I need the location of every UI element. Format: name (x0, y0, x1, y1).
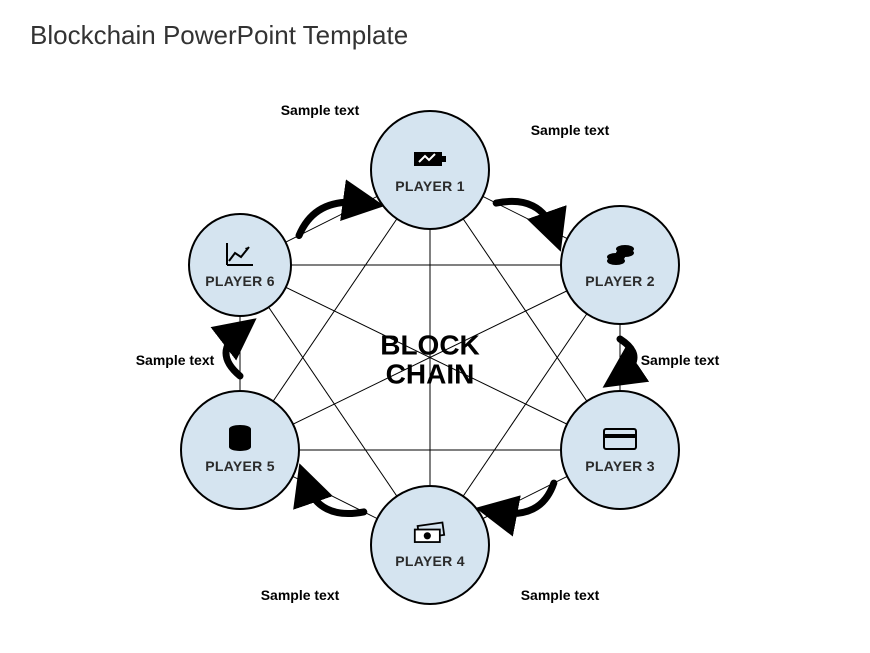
node-p2: PLAYER 2 (560, 205, 680, 325)
center-line2: CHAIN (386, 359, 475, 390)
node-p3: PLAYER 3 (560, 390, 680, 510)
annotation: Sample text (261, 587, 340, 603)
node-label: PLAYER 2 (585, 273, 655, 289)
node-p4: PLAYER 4 (370, 485, 490, 605)
database-icon (223, 426, 257, 452)
node-label: PLAYER 6 (205, 273, 275, 289)
slide-canvas: Blockchain PowerPoint Template BLOCK CHA… (0, 0, 870, 653)
coins-icon (603, 241, 637, 267)
annotation: Sample text (136, 352, 215, 368)
node-p1: PLAYER 1 (370, 110, 490, 230)
battery-icon (413, 146, 447, 172)
blockchain-diagram: BLOCK CHAIN PLAYER 1 PLAYER 2 PLAYER 3 PLAY… (0, 0, 870, 653)
chart-icon (223, 241, 257, 267)
center-line1: BLOCK (380, 330, 480, 361)
node-label: PLAYER 5 (205, 458, 275, 474)
node-p5: PLAYER 5 (180, 390, 300, 510)
node-label: PLAYER 1 (395, 178, 465, 194)
center-label: BLOCK CHAIN (380, 331, 480, 390)
annotation: Sample text (531, 122, 610, 138)
node-p6: PLAYER 6 (188, 213, 292, 317)
node-label: PLAYER 3 (585, 458, 655, 474)
card-icon (603, 426, 637, 452)
annotation: Sample text (521, 587, 600, 603)
cash-icon (413, 521, 447, 547)
annotation: Sample text (281, 102, 360, 118)
annotation: Sample text (641, 352, 720, 368)
node-label: PLAYER 4 (395, 553, 465, 569)
